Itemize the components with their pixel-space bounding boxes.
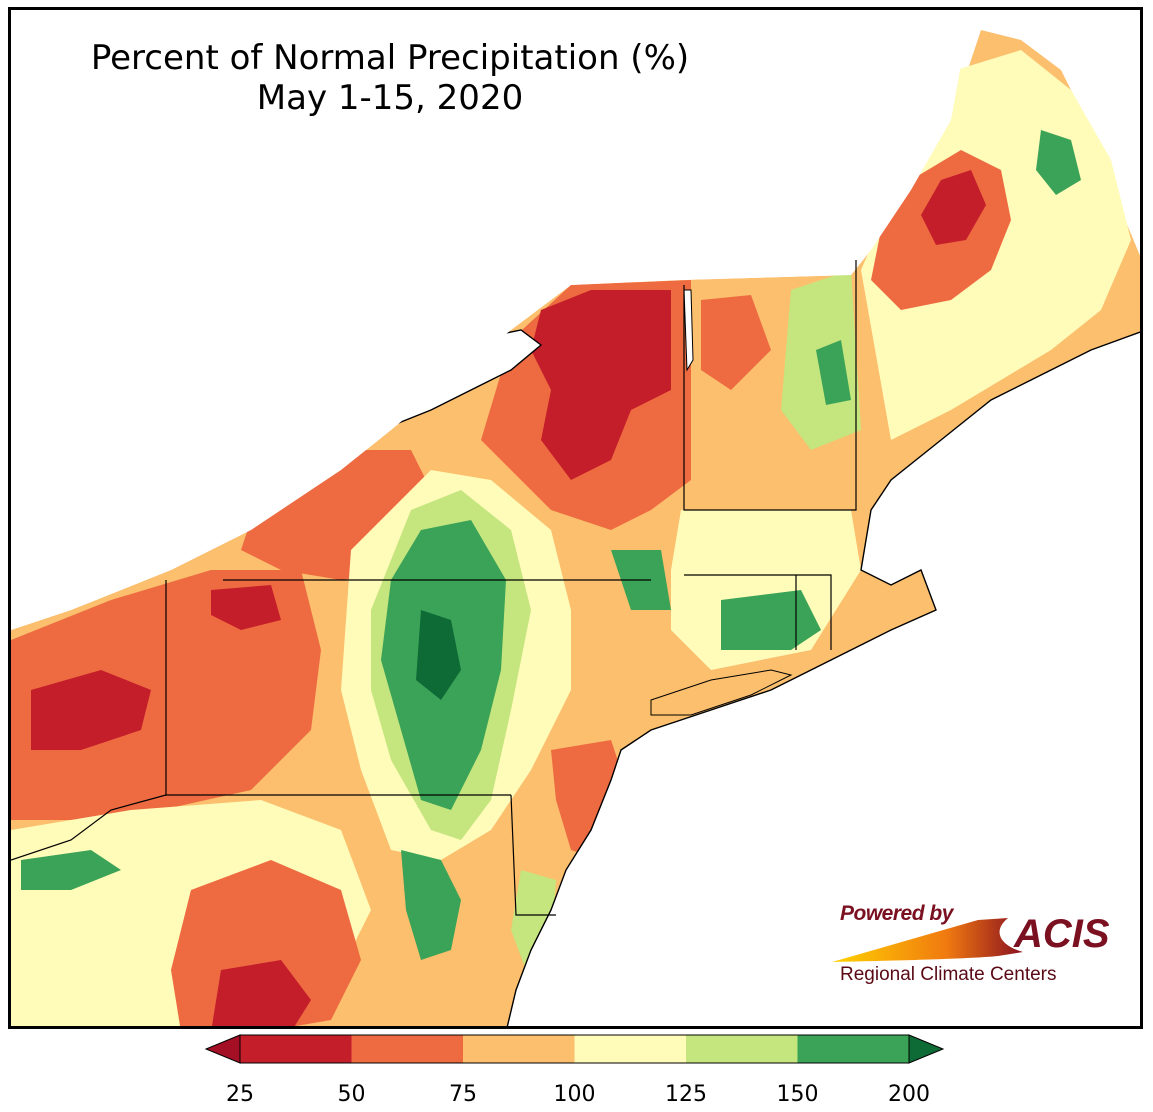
region-wpa-core xyxy=(31,670,151,750)
colorbar-tick-label: 50 xyxy=(337,1082,366,1107)
colorbar-border xyxy=(239,1034,910,1064)
long-island xyxy=(650,669,793,716)
title-line-2: May 1-15, 2020 xyxy=(256,78,524,118)
region-md-wet xyxy=(401,850,461,960)
acis-text: ACIS xyxy=(1014,912,1110,956)
map-title: Percent of Normal Precipitation (%) May … xyxy=(40,38,740,118)
region-pa-core xyxy=(416,610,461,700)
colorbar-swatch xyxy=(797,1035,909,1063)
colorbar-swatch xyxy=(463,1035,575,1063)
colorbar-over-arrow xyxy=(908,1034,945,1064)
colorbar-swatch xyxy=(351,1035,463,1063)
colorbar-tick-label: 125 xyxy=(665,1082,707,1107)
region-vt-red xyxy=(701,295,771,390)
top-left-blank xyxy=(11,10,971,630)
colorbar: 25 50 75 100 125 150 200 xyxy=(200,1030,950,1110)
colorbar-swatches xyxy=(204,1034,945,1064)
region-wv-core xyxy=(211,960,311,1026)
precipitation-map xyxy=(11,10,1140,1026)
powered-by-text: Powered by xyxy=(840,902,953,925)
ocean xyxy=(506,331,1140,1026)
region-wv-wet xyxy=(21,850,121,890)
acis-logo: Powered by ACIS Regional Climate Centers xyxy=(828,900,1118,1000)
colorbar-tick-label: 150 xyxy=(776,1082,819,1107)
region-maine-core xyxy=(921,170,986,245)
colorbar-tick-label: 200 xyxy=(888,1082,930,1107)
colorbar-swatch xyxy=(574,1035,686,1063)
colorbar-swatch xyxy=(240,1035,352,1063)
rcc-text: Regional Climate Centers xyxy=(840,964,1057,985)
colorbar-swatch xyxy=(686,1035,798,1063)
region-maine-wet xyxy=(1036,130,1081,195)
swoosh-icon xyxy=(832,918,1023,962)
land-region xyxy=(11,30,1140,1026)
region-wv-dry xyxy=(171,860,361,1026)
lake-champlain xyxy=(683,289,694,372)
region-ny-core xyxy=(531,290,671,480)
region-wpa-core2 xyxy=(211,585,281,630)
state-boundaries xyxy=(11,260,857,916)
colorbar-tick-label: 75 xyxy=(449,1082,477,1107)
map-frame xyxy=(8,7,1143,1029)
region-nh-dark xyxy=(816,340,851,405)
colorbar-under-arrow xyxy=(204,1034,241,1064)
colorbar-tick-label: 100 xyxy=(553,1082,596,1107)
colorbar-tick-label: 25 xyxy=(226,1082,254,1107)
title-line-1: Percent of Normal Precipitation (%) xyxy=(90,38,690,78)
